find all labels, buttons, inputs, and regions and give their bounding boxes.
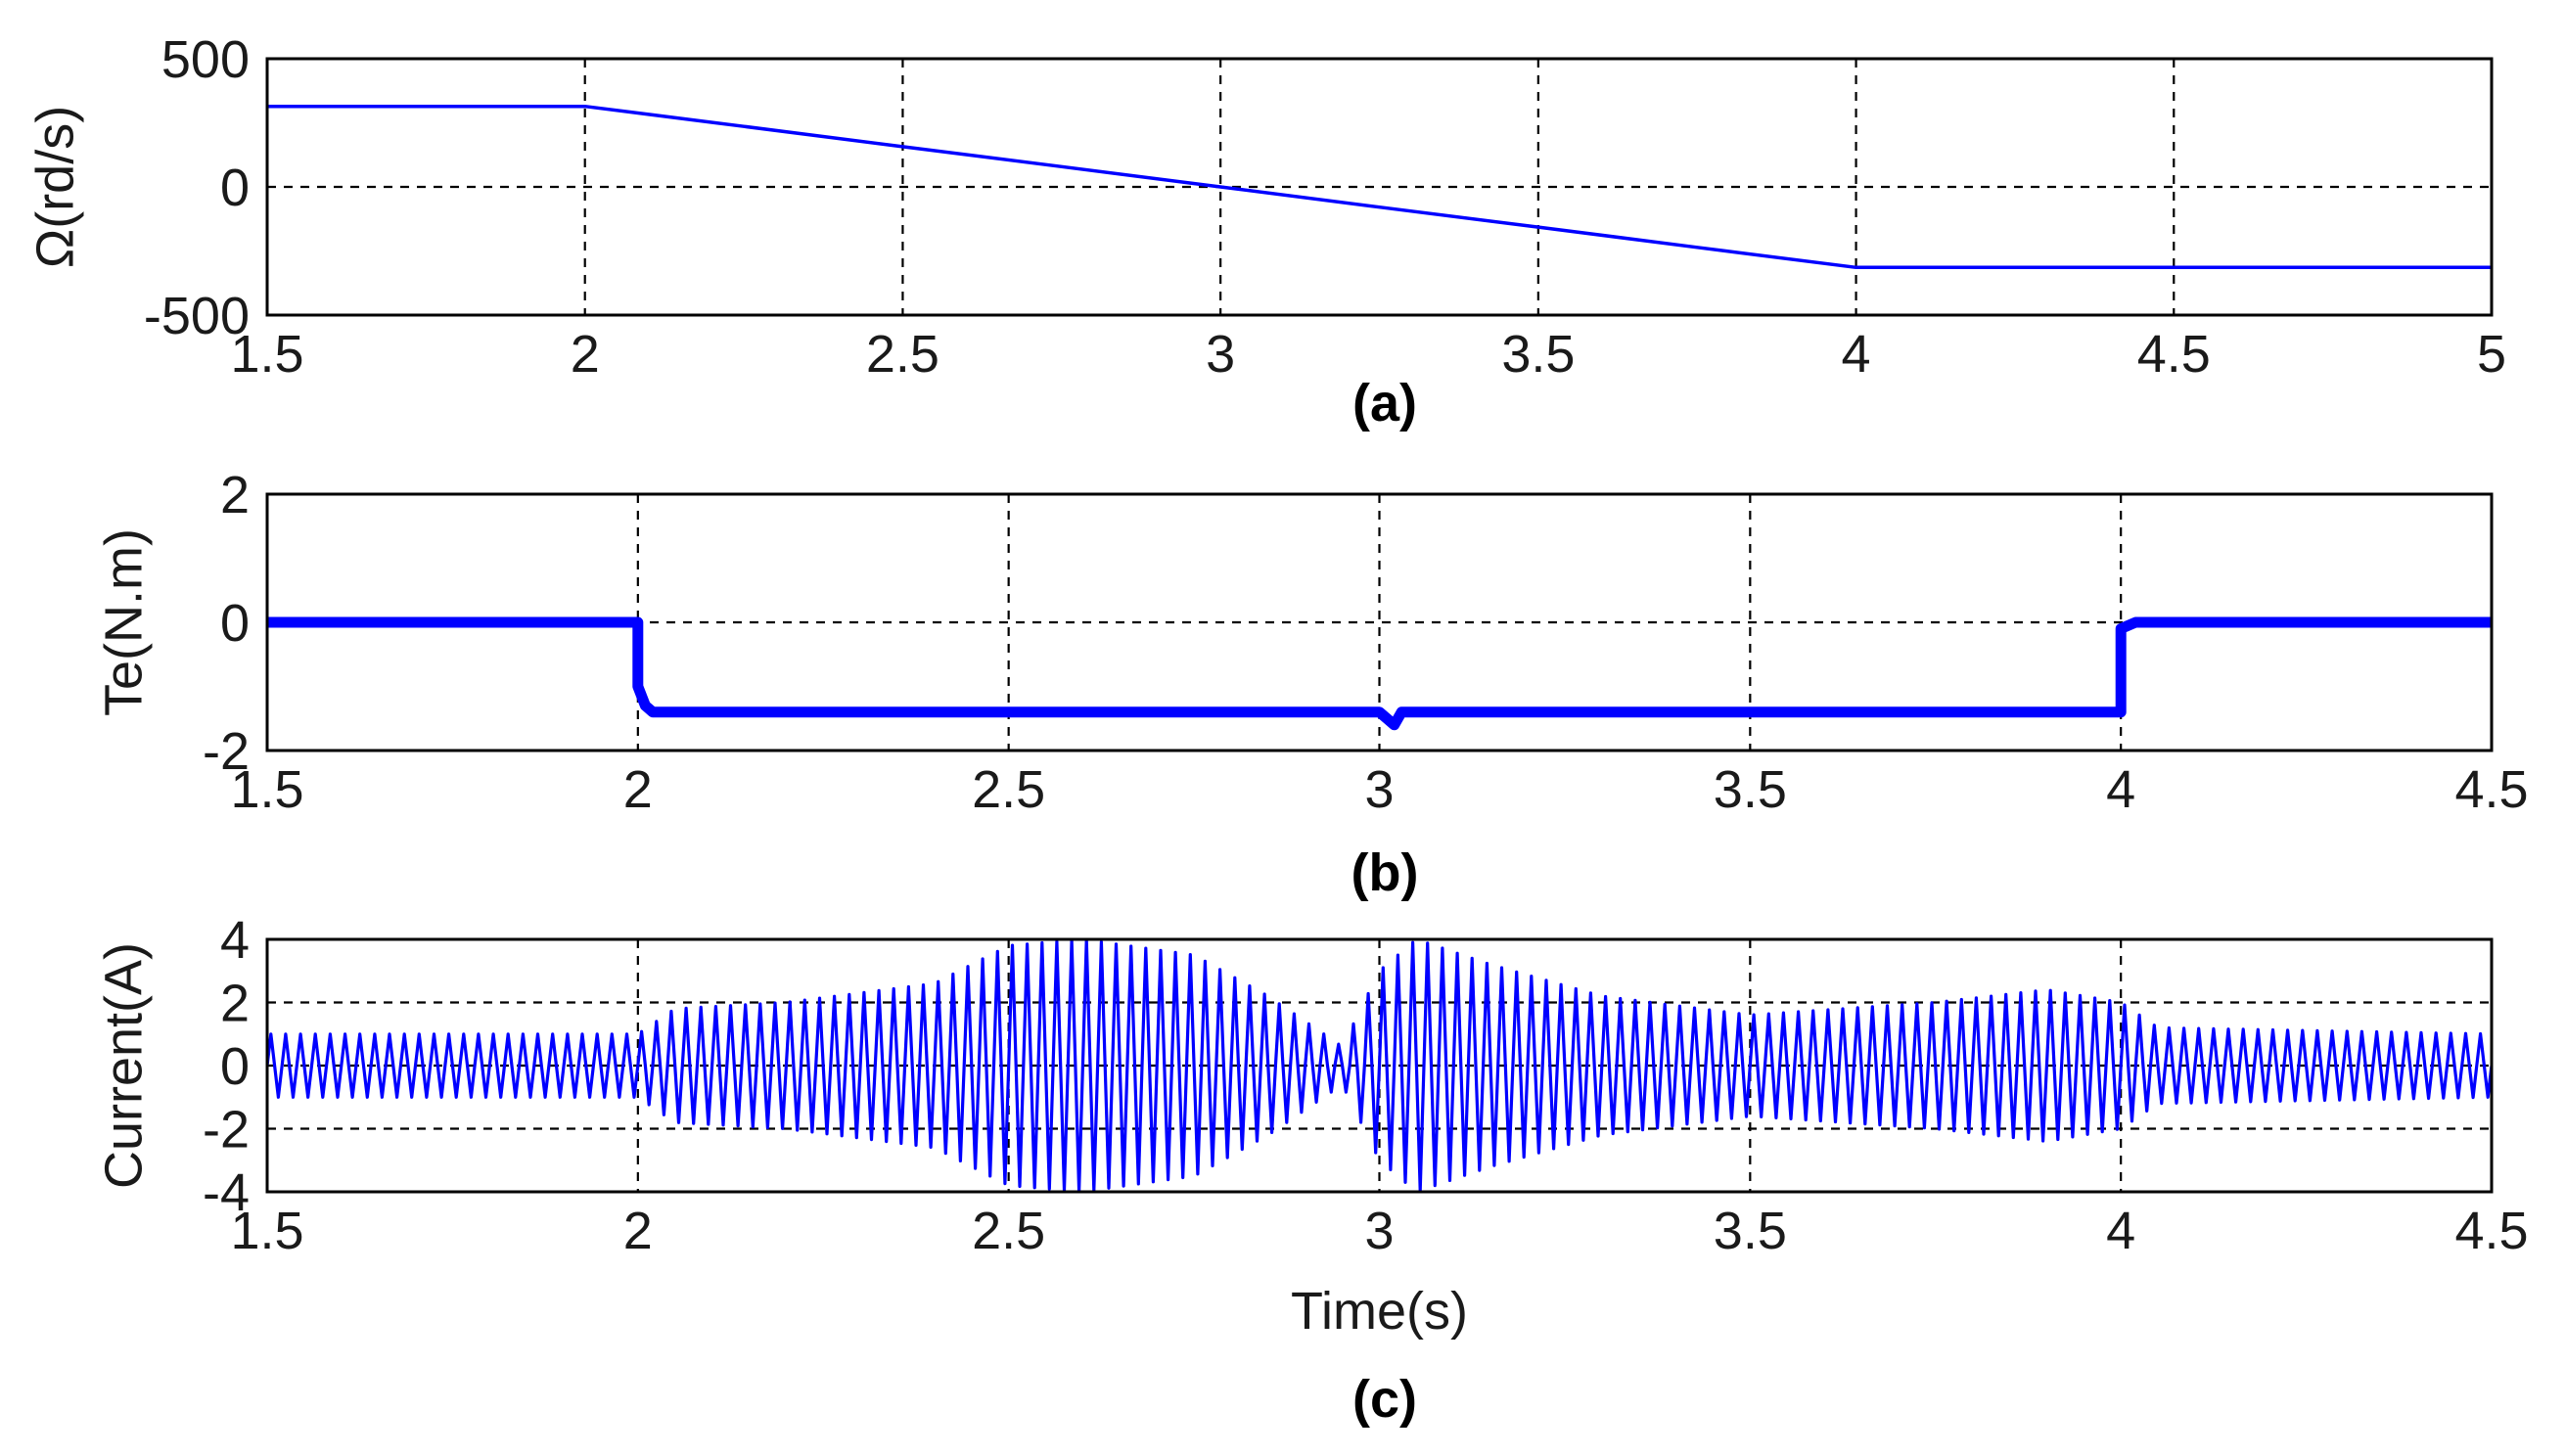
torque-series-line [267, 616, 2492, 731]
speed-x-tick-label-4: 3.5 [1501, 325, 1575, 384]
current-y-tick-label-1: 2 [220, 975, 250, 1033]
current-y-tick-label-3: -2 [203, 1101, 250, 1160]
torque-y-tick-label-2: -2 [203, 722, 250, 781]
current-x-tick-label-5: 4 [2106, 1202, 2135, 1260]
torque-x-tick-label-5: 4 [2106, 760, 2135, 819]
speed-y-tick-label-1: 0 [220, 159, 250, 217]
torque-y-tick-label-0: 2 [220, 466, 250, 524]
current-x-axis-label: Time(s) [1291, 1282, 1468, 1341]
current-x-tick-label-3: 3 [1364, 1202, 1394, 1260]
current-chart: 1.5 2 2.5 3 3.5 4 4.5420-2-4Current(A)Time(s)(… [94, 911, 2528, 1429]
torque-x-tick-label-1: 2 [623, 760, 653, 819]
current-x-tick-label-0: 1.5 [230, 1202, 303, 1260]
current-y-tick-label-0: 4 [220, 911, 250, 970]
speed-x-tick-label-2: 2.5 [866, 325, 939, 384]
torque-x-tick-label-0: 1.5 [230, 760, 303, 819]
speed-x-tick-label-1: 2 [571, 325, 600, 384]
current-x-tick-label-2: 2.5 [972, 1202, 1045, 1260]
speed-x-tick-label-6: 4.5 [2137, 325, 2211, 384]
current-y-tick-label-2: 0 [220, 1037, 250, 1096]
torque-x-tick-label-6: 4.5 [2454, 760, 2528, 819]
speed-x-tick-label-7: 5 [2477, 325, 2506, 384]
speed-plot-frame [265, 57, 2494, 317]
current-plot-frame [265, 937, 2494, 1194]
current-x-tick-label-4: 3.5 [1714, 1202, 1787, 1260]
speed-x-tick-label-3: 3 [1206, 325, 1235, 384]
current-caption: (c) [1352, 1370, 1417, 1429]
current-y-axis-label: Current(A) [94, 942, 153, 1189]
torque-x-tick-label-3: 3 [1364, 760, 1394, 819]
torque-y-axis-label: Te(N.m) [94, 528, 153, 716]
current-x-tick-label-6: 4.5 [2454, 1202, 2528, 1260]
speed-chart: 1.5 2 2.5 3 3.5 4 4.5 5 500 0 -500 Ω(rd/s) (a) [25, 30, 2506, 432]
speed-y-tick-label-0: 500 [161, 30, 250, 89]
speed-x-tick-label-5: 4 [1842, 325, 1871, 384]
torque-y-tick-label-1: 0 [220, 594, 250, 653]
speed-series-line [267, 104, 2492, 270]
torque-plot-frame [265, 492, 2494, 752]
torque-x-tick-label-4: 3.5 [1714, 760, 1787, 819]
torque-caption: (b) [1351, 843, 1419, 902]
speed-y-axis-label: Ω(rd/s) [25, 106, 84, 268]
speed-y-tick-label-2: -500 [144, 287, 250, 345]
torque-chart: 1.5 2 2.5 3 3.5 4 4.5 2 0 -2 Te(N.m) (b) [94, 466, 2528, 902]
current-x-tick-label-1: 2 [623, 1202, 653, 1260]
speed-x-tick-label-0: 1.5 [230, 325, 303, 384]
current-series-line [267, 939, 2492, 1192]
torque-x-tick-label-2: 2.5 [972, 760, 1045, 819]
current-y-tick-label-4: -4 [203, 1163, 250, 1222]
speed-caption: (a) [1352, 374, 1417, 432]
